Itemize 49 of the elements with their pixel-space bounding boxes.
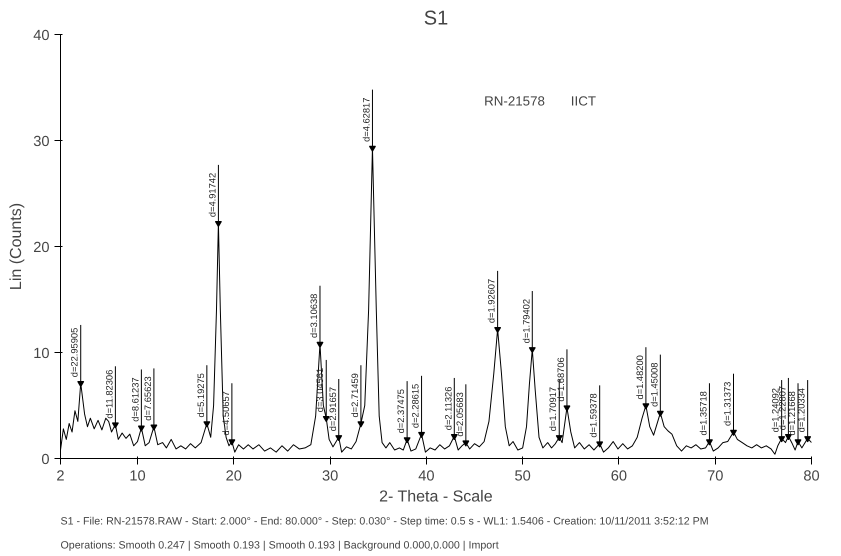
annotation: d=22.95905 bbox=[70, 328, 80, 378]
annotation: d=3.10638 bbox=[308, 294, 319, 338]
annotation: d=2.37475 bbox=[396, 389, 406, 434]
annotation: d=1.92607 bbox=[486, 278, 497, 324]
y-axis-title: Lin (Counts) bbox=[8, 202, 26, 290]
annotation: d=1.45008 bbox=[649, 362, 660, 407]
annotation: d=3.04561 bbox=[315, 368, 326, 412]
annotation: d=1.68706 bbox=[556, 357, 566, 402]
annotation: d=2.05683 bbox=[454, 392, 465, 437]
annotation: d=1.35718 bbox=[698, 391, 708, 436]
annotation: d=1.79402 bbox=[521, 298, 532, 344]
y-tick-label: 10 bbox=[33, 346, 50, 362]
y-tick-label: 0 bbox=[41, 452, 50, 468]
annotation: d=2.28615 bbox=[410, 384, 421, 428]
annotation: d=1.31373 bbox=[722, 382, 733, 426]
annotation: RN-21578 bbox=[484, 94, 545, 109]
annotation: d=2.71459 bbox=[350, 373, 360, 418]
annotation: d=5.19275 bbox=[196, 373, 206, 418]
text: S1 - File: RN-21578.RAW - Start: 2.000° - End: 80.000° - Step: 0.030° - Step time: 0.5 s - WL1: 1.5406 - Creation: 10/11/2011 3:52:12 PM bbox=[60, 516, 709, 528]
annotation: d=4.91742 bbox=[207, 172, 218, 218]
x-tick-label: 70 bbox=[707, 468, 724, 484]
annotation: d=1.22807 bbox=[777, 386, 788, 430]
annotation: d=2.11326 bbox=[443, 386, 454, 430]
x-tick-label: 20 bbox=[226, 468, 242, 484]
y-tick-label: 20 bbox=[33, 240, 50, 256]
annotation: d=4.62817 bbox=[361, 98, 372, 142]
x-tick-label: 60 bbox=[610, 468, 628, 484]
y-tick-label: 40 bbox=[33, 28, 50, 44]
annotation: d=1.59378 bbox=[588, 393, 599, 438]
annotation: d=11.82306 bbox=[104, 370, 114, 419]
x-tick-label: 10 bbox=[129, 468, 146, 484]
y-tick-label: 30 bbox=[33, 134, 50, 150]
text: Operations: Smooth 0.247 | Smooth 0.193 | Smooth 0.193 | Background 0.000,0.000 | Import bbox=[60, 540, 499, 552]
annotation: d=7.65623 bbox=[142, 376, 153, 421]
x-tick-label: 30 bbox=[322, 468, 338, 484]
annotation: d=1.70917 bbox=[548, 386, 558, 432]
chart-title: S1 bbox=[424, 8, 448, 30]
annotation: d=1.20334 bbox=[796, 388, 807, 432]
annotation: d=1.21668 bbox=[787, 391, 798, 436]
x-tick-label: 80 bbox=[803, 468, 820, 484]
x-axis-title: 2- Theta - Scale bbox=[379, 488, 493, 506]
annotation: d=1.48200 bbox=[634, 355, 645, 400]
annotation: IICT bbox=[570, 94, 596, 109]
annotation: d=4.50657 bbox=[220, 391, 231, 436]
annotation: d=2.91657 bbox=[328, 386, 338, 432]
x-tick-label: 2 bbox=[56, 468, 65, 484]
annotation: d=8.61237 bbox=[130, 377, 140, 422]
x-tick-label: 40 bbox=[418, 468, 435, 484]
x-tick-label: 50 bbox=[514, 468, 531, 484]
